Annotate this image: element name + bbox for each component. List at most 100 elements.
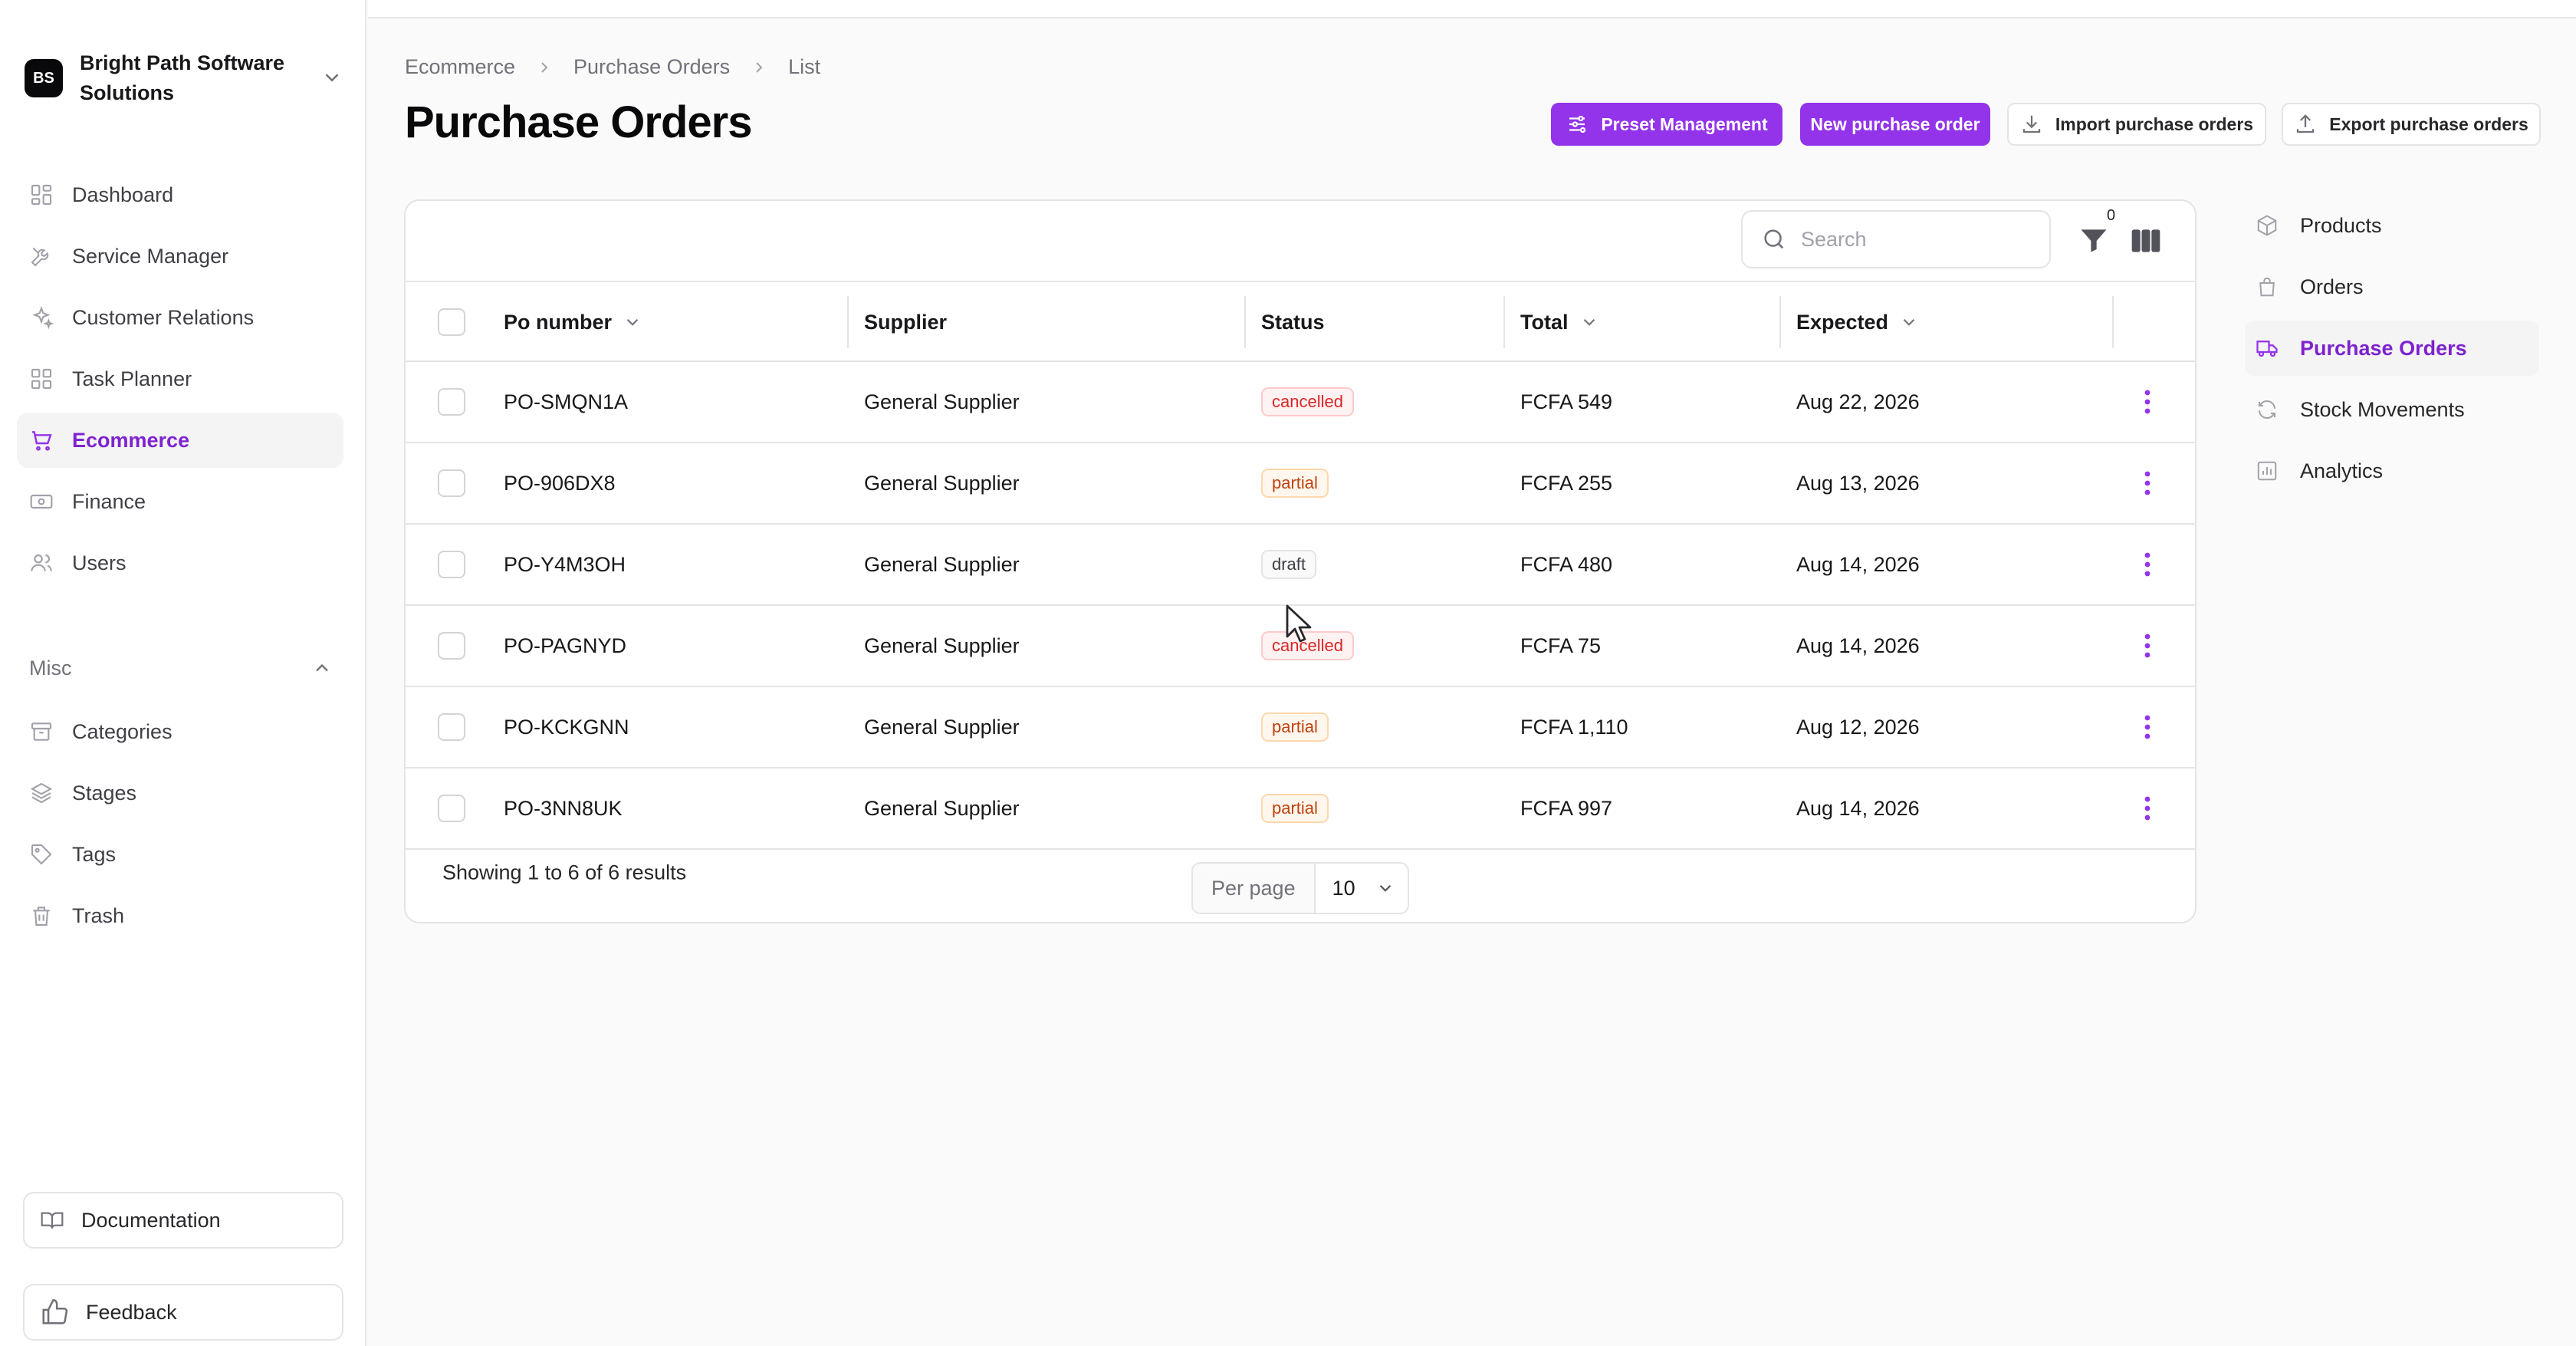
sidebar-item-label: Trash — [72, 903, 125, 927]
cell-supplier: General Supplier — [864, 687, 1020, 767]
table-row[interactable]: PO-KCKGNN General Supplier partial FCFA 1,1… — [406, 687, 2195, 768]
export-purchase-orders-button[interactable]: Export purchase orders — [2282, 103, 2541, 146]
sidebar-item-finance[interactable]: Finance — [17, 474, 343, 529]
mouse-cursor-icon — [1286, 604, 1312, 643]
column-header-total[interactable]: Total — [1520, 282, 1599, 362]
subnav-item-orders[interactable]: Orders — [2245, 259, 2539, 314]
cell-status: partial — [1261, 768, 1329, 848]
status-badge: cancelled — [1261, 631, 1354, 660]
preset-management-button[interactable]: Preset Management — [1551, 103, 1783, 146]
top-bar — [368, 0, 2576, 18]
column-header-expected[interactable]: Expected — [1796, 282, 1919, 362]
per-page-label: Per page — [1193, 864, 1316, 913]
search-input[interactable] — [1801, 227, 2031, 252]
cell-po-number: PO-Y4M3OH — [504, 525, 626, 604]
sidebar-item-dashboard[interactable]: Dashboard — [17, 167, 343, 222]
cell-text: Aug 22, 2026 — [1796, 390, 1920, 413]
refresh-icon — [2259, 400, 2275, 420]
per-page-select[interactable]: 10 — [1316, 864, 1408, 913]
row-checkbox[interactable] — [438, 632, 465, 660]
import-purchase-orders-label: Import purchase orders — [2055, 114, 2254, 134]
truck-icon — [2256, 341, 2278, 357]
sidebar-item-ecommerce[interactable]: Ecommerce — [17, 413, 343, 468]
row-checkbox[interactable] — [438, 551, 465, 578]
cell-text: PO-3NN8UK — [504, 796, 623, 820]
chevron-down-icon — [626, 318, 639, 326]
sidebar-item-stages[interactable]: Stages — [17, 765, 343, 821]
row-checkbox[interactable] — [438, 388, 465, 416]
sidebar-item-task-planner[interactable]: Task Planner — [17, 351, 343, 406]
documentation-button[interactable]: Documentation — [23, 1192, 343, 1249]
column-header-supplier: Supplier — [864, 282, 947, 362]
sidebar-item-label: Tags — [72, 842, 117, 866]
cell-text: PO-Y4M3OH — [504, 552, 626, 576]
row-actions-button[interactable] — [2134, 710, 2161, 744]
new-purchase-order-button[interactable]: New purchase order — [1800, 103, 1990, 146]
column-divider — [1779, 296, 1781, 348]
cell-total: FCFA 549 — [1520, 362, 1612, 442]
status-badge: draft — [1261, 550, 1317, 579]
select-all-checkbox[interactable] — [438, 308, 465, 336]
column-divider — [1503, 296, 1505, 348]
sidebar-item-label: Customer Relations — [72, 305, 255, 329]
row-actions-button[interactable] — [2134, 385, 2161, 419]
search-icon — [1764, 229, 1784, 249]
per-page-value: 10 — [1332, 876, 1355, 900]
sidebar-item-label: Finance — [72, 489, 146, 513]
cell-po-number: PO-PAGNYD — [504, 606, 626, 686]
subnav-item-label: Products — [2300, 213, 2382, 237]
misc-section-toggle[interactable]: Misc — [29, 649, 333, 687]
export-purchase-orders-label: Export purchase orders — [2329, 114, 2528, 134]
cell-text: General Supplier — [864, 390, 1020, 413]
import-purchase-orders-button[interactable]: Import purchase orders — [2007, 103, 2266, 146]
columns-icon[interactable] — [2129, 224, 2163, 258]
sidebar-item-service-manager[interactable]: Service Manager — [17, 229, 343, 284]
cell-text: General Supplier — [864, 715, 1020, 739]
sidebar-item-users[interactable]: Users — [17, 535, 343, 591]
per-page-control: Per page 10 — [1191, 862, 1409, 914]
breadcrumb: Ecommerce Purchase Orders List — [405, 55, 820, 79]
row-actions-button[interactable] — [2134, 548, 2161, 581]
breadcrumb-ecommerce[interactable]: Ecommerce — [405, 55, 516, 78]
table-row[interactable]: PO-3NN8UK General Supplier partial FCFA 997… — [406, 768, 2195, 850]
table-row[interactable]: PO-Y4M3OH General Supplier draft FCFA 480 Au… — [406, 525, 2195, 606]
column-header-po-number[interactable]: Po number — [504, 282, 642, 362]
cell-supplier: General Supplier — [864, 362, 1020, 442]
chart-icon — [2257, 461, 2277, 481]
chevron-down-icon — [1379, 884, 1391, 892]
subnav-item-analytics[interactable]: Analytics — [2245, 443, 2539, 499]
row-checkbox[interactable] — [438, 713, 465, 741]
feedback-button[interactable]: Feedback — [23, 1284, 343, 1341]
more-vertical-icon — [2144, 634, 2150, 658]
cell-po-number: PO-SMQN1A — [504, 362, 628, 442]
filter-icon[interactable] — [2077, 224, 2111, 258]
subnav-item-purchase-orders[interactable]: Purchase Orders — [2245, 321, 2539, 376]
table-row[interactable]: PO-PAGNYD General Supplier cancelled FCFA 7… — [406, 606, 2195, 687]
cell-supplier: General Supplier — [864, 768, 1020, 848]
breadcrumb-purchase-orders[interactable]: Purchase Orders — [573, 55, 731, 78]
subnav-item-products[interactable]: Products — [2245, 198, 2539, 253]
table-row[interactable]: PO-SMQN1A General Supplier cancelled FCFA 5… — [406, 362, 2195, 443]
row-checkbox[interactable] — [438, 795, 465, 822]
chevron-down-icon — [1583, 318, 1595, 326]
row-actions-button[interactable] — [2134, 466, 2161, 500]
row-checkbox[interactable] — [438, 469, 465, 497]
sidebar-item-customer-relations[interactable]: Customer Relations — [17, 290, 343, 345]
row-actions-button[interactable] — [2134, 791, 2161, 825]
sidebar-item-tags[interactable]: Tags — [17, 827, 343, 882]
cell-text: Aug 14, 2026 — [1796, 796, 1920, 820]
cell-text: FCFA 549 — [1520, 390, 1613, 413]
sidebar-item-trash[interactable]: Trash — [17, 888, 343, 943]
layers-icon — [29, 781, 54, 805]
column-divider — [2112, 296, 2114, 348]
table-row[interactable]: PO-906DX8 General Supplier partial FCFA 255… — [406, 443, 2195, 525]
book-icon — [41, 1212, 64, 1229]
column-divider — [1244, 296, 1246, 348]
cell-text: FCFA 255 — [1520, 471, 1613, 495]
org-switcher[interactable]: BS Bright Path Software Solutions — [25, 48, 347, 109]
row-actions-button[interactable] — [2134, 629, 2161, 663]
subnav-item-stock-movements[interactable]: Stock Movements — [2245, 382, 2539, 437]
cell-status: draft — [1261, 525, 1317, 604]
cell-po-number: PO-3NN8UK — [504, 768, 623, 848]
sidebar-item-categories[interactable]: Categories — [17, 704, 343, 759]
